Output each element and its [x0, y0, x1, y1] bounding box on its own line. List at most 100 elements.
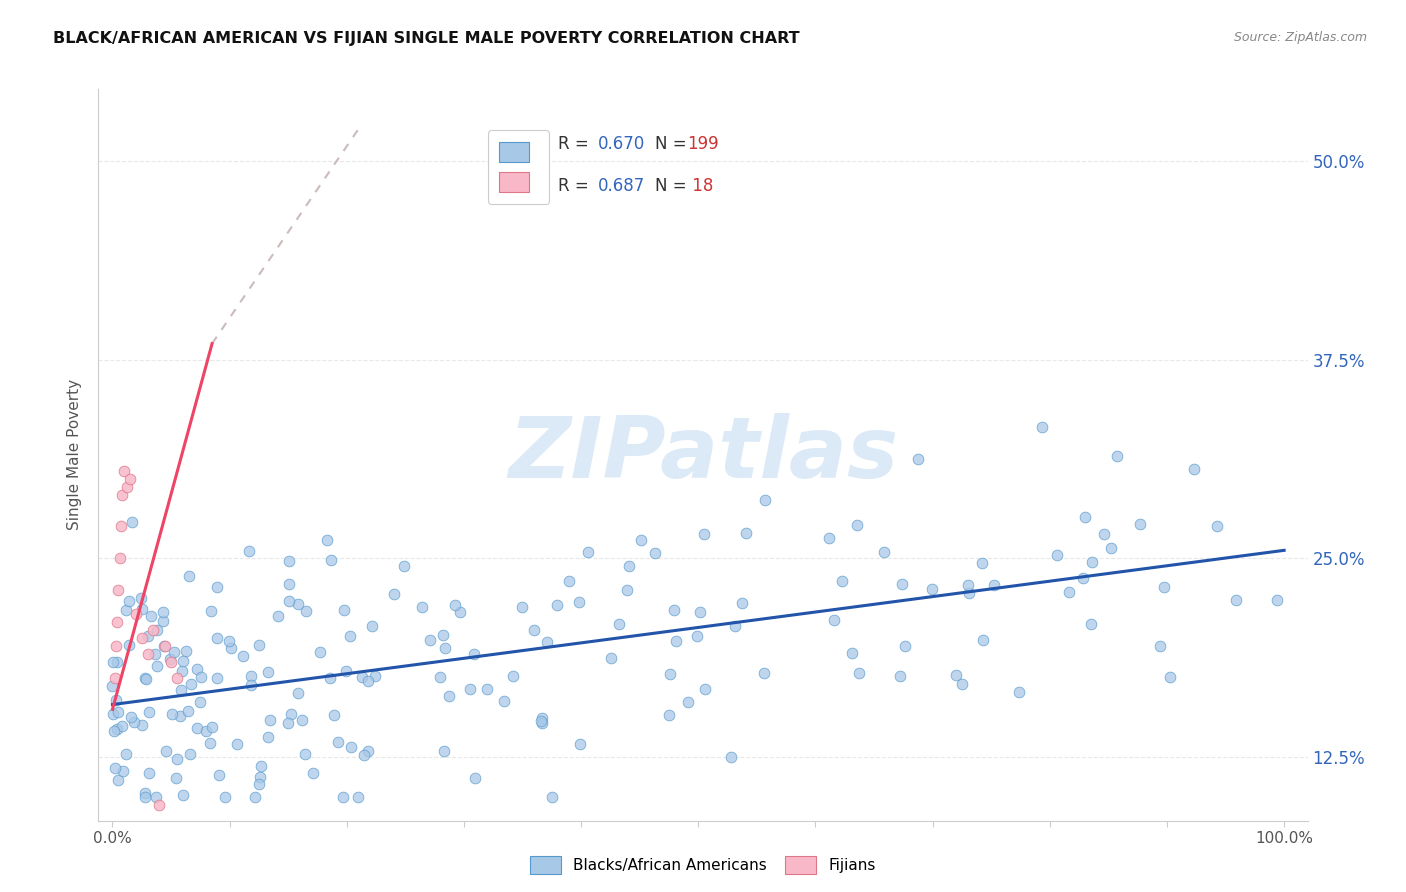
Point: [658, 708, 681, 723]
Point: [148, 797, 170, 812]
Point: [134, 786, 156, 800]
Point: [921, 582, 943, 596]
Legend: Blacks/African Americans, Fijians: Blacks/African Americans, Fijians: [524, 850, 882, 880]
Point: [720, 750, 742, 764]
Point: [177, 704, 200, 718]
Point: [115, 603, 138, 617]
Point: [277, 716, 299, 731]
Text: R =: R =: [558, 177, 593, 195]
Point: [172, 664, 194, 678]
Point: [1149, 639, 1171, 653]
Point: [101, 706, 124, 721]
Point: [1153, 580, 1175, 594]
Point: [170, 682, 193, 697]
Point: [1265, 592, 1288, 607]
Point: [326, 735, 349, 749]
Text: 0.687: 0.687: [598, 177, 645, 195]
Point: [131, 602, 153, 616]
Point: [214, 789, 236, 804]
Point: [1182, 462, 1205, 476]
Point: [101, 655, 124, 669]
Point: [155, 744, 177, 758]
Point: [129, 591, 152, 605]
Point: [1081, 556, 1104, 570]
Point: [135, 672, 157, 686]
Point: [752, 665, 775, 680]
Point: [846, 517, 869, 532]
Point: [205, 671, 228, 685]
Point: [678, 695, 700, 709]
Point: [695, 681, 717, 696]
Point: [616, 582, 638, 597]
Point: [295, 604, 318, 618]
Point: [536, 635, 558, 649]
Point: [278, 576, 301, 591]
Point: [239, 678, 262, 692]
Point: [142, 623, 165, 637]
Point: [107, 773, 129, 788]
Point: [1159, 670, 1181, 684]
Point: [1129, 517, 1152, 532]
Text: ZIPatlas: ZIPatlas: [508, 413, 898, 497]
Point: [347, 789, 370, 804]
Point: [238, 544, 260, 558]
Point: [353, 748, 375, 763]
Point: [956, 578, 979, 592]
Point: [492, 694, 515, 708]
Point: [972, 632, 994, 647]
Point: [1225, 593, 1247, 607]
Point: [104, 761, 127, 775]
Point: [443, 598, 465, 612]
Point: [226, 737, 249, 751]
Point: [429, 670, 451, 684]
Point: [177, 569, 200, 583]
Point: [957, 586, 980, 600]
Point: [319, 671, 342, 685]
Point: [239, 668, 262, 682]
Point: [568, 595, 591, 609]
Point: [110, 519, 132, 533]
Point: [166, 752, 188, 766]
Point: [105, 655, 128, 669]
Point: [607, 617, 630, 632]
Point: [831, 574, 853, 588]
Point: [1074, 509, 1097, 524]
Point: [160, 655, 183, 669]
Point: [134, 671, 156, 685]
Point: [125, 607, 148, 621]
Text: N =: N =: [655, 136, 692, 153]
Point: [360, 619, 382, 633]
Point: [103, 723, 125, 738]
Point: [136, 629, 159, 643]
Point: [277, 594, 299, 608]
Point: [105, 615, 128, 629]
Point: [754, 493, 776, 508]
Text: N =: N =: [655, 177, 692, 195]
Point: [138, 706, 160, 720]
Point: [201, 720, 224, 734]
Point: [848, 665, 870, 680]
Point: [983, 578, 1005, 592]
Point: [333, 603, 356, 617]
Point: [530, 710, 553, 724]
Point: [464, 772, 486, 786]
Point: [105, 639, 128, 653]
Point: [458, 682, 481, 697]
Point: [1105, 450, 1128, 464]
Point: [1092, 527, 1115, 541]
Point: [889, 669, 911, 683]
Point: [357, 744, 380, 758]
Point: [139, 608, 162, 623]
Point: [510, 600, 533, 615]
Point: [205, 580, 228, 594]
Point: [219, 641, 242, 656]
Point: [841, 646, 863, 660]
Point: [823, 614, 845, 628]
Point: [118, 593, 141, 607]
Point: [291, 714, 314, 728]
Text: 18: 18: [688, 177, 714, 195]
Point: [350, 670, 373, 684]
Point: [122, 715, 145, 730]
Point: [104, 671, 127, 685]
Point: [339, 629, 361, 643]
